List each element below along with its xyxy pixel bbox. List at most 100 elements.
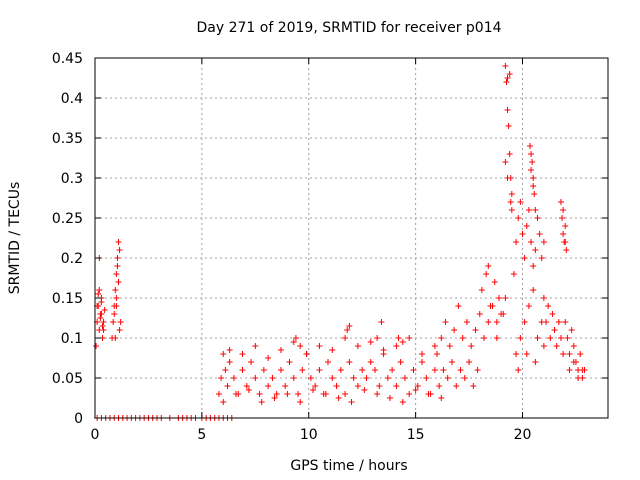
data-point xyxy=(243,383,250,389)
data-point xyxy=(116,327,123,333)
data-point xyxy=(100,327,107,333)
data-point xyxy=(431,367,438,373)
data-point xyxy=(367,339,374,345)
data-point xyxy=(292,335,299,341)
y-tick-label: 0.4 xyxy=(61,91,83,107)
data-point xyxy=(547,335,554,341)
data-point xyxy=(503,79,510,85)
data-point xyxy=(389,367,396,373)
data-point xyxy=(438,395,445,401)
data-point xyxy=(444,375,451,381)
data-point xyxy=(453,383,460,389)
data-point xyxy=(529,159,536,165)
data-point xyxy=(461,375,468,381)
data-point xyxy=(531,191,538,197)
data-point xyxy=(286,359,293,365)
data-point xyxy=(459,335,466,341)
data-point xyxy=(239,351,246,357)
data-point xyxy=(502,295,509,301)
data-point xyxy=(114,263,121,269)
data-point xyxy=(525,207,532,213)
data-point xyxy=(233,391,240,397)
data-point xyxy=(519,231,526,237)
data-point xyxy=(530,263,537,269)
data-point xyxy=(530,175,537,181)
data-point xyxy=(472,327,479,333)
data-point xyxy=(563,247,570,253)
data-point xyxy=(562,223,569,229)
data-point xyxy=(562,239,569,245)
data-point xyxy=(515,215,522,221)
data-point xyxy=(451,327,458,333)
data-point xyxy=(540,343,547,349)
data-point xyxy=(361,387,368,393)
data-points xyxy=(93,63,588,421)
chart-title: Day 271 of 2019, SRMTID for receiver p01… xyxy=(196,20,501,36)
data-point xyxy=(478,287,485,293)
data-point xyxy=(329,375,336,381)
data-point xyxy=(468,343,475,349)
y-tick-label: 0.1 xyxy=(61,331,83,347)
data-point xyxy=(549,311,556,317)
data-point xyxy=(575,375,582,381)
data-point xyxy=(517,199,524,205)
data-point xyxy=(442,319,449,325)
data-point xyxy=(215,391,222,397)
data-point xyxy=(412,387,419,393)
data-point xyxy=(329,347,336,353)
data-point xyxy=(113,303,120,309)
data-point xyxy=(116,247,123,253)
data-point xyxy=(515,367,522,373)
data-point xyxy=(560,231,567,237)
data-point xyxy=(406,391,413,397)
data-point xyxy=(570,343,577,349)
data-point xyxy=(346,323,353,329)
data-point xyxy=(346,359,353,365)
data-point xyxy=(534,335,541,341)
data-point xyxy=(322,391,329,397)
x-tick-label: 15 xyxy=(407,427,425,443)
data-point xyxy=(493,319,500,325)
data-point xyxy=(579,367,586,373)
data-point xyxy=(374,335,381,341)
data-point xyxy=(284,391,291,397)
data-point xyxy=(555,319,562,325)
data-point xyxy=(297,343,304,349)
data-point xyxy=(222,367,229,373)
data-point xyxy=(504,107,511,113)
data-point xyxy=(273,391,280,397)
data-point xyxy=(386,395,393,401)
data-point xyxy=(425,391,432,397)
data-point xyxy=(506,71,513,77)
data-point xyxy=(543,319,550,325)
data-point xyxy=(378,319,385,325)
data-point xyxy=(508,191,515,197)
data-point xyxy=(455,303,462,309)
y-tick-label: 0.3 xyxy=(61,171,83,187)
y-tick-label: 0.45 xyxy=(52,51,83,67)
data-point xyxy=(566,367,573,373)
data-point xyxy=(282,383,289,389)
data-point xyxy=(239,367,246,373)
data-point xyxy=(551,327,558,333)
data-point xyxy=(540,295,547,301)
data-point xyxy=(553,343,560,349)
data-point xyxy=(395,335,402,341)
data-point xyxy=(256,391,263,397)
data-point xyxy=(419,359,426,365)
data-point xyxy=(218,375,225,381)
data-point xyxy=(530,287,537,293)
data-point xyxy=(112,287,119,293)
data-point xyxy=(414,383,421,389)
data-point xyxy=(487,303,494,309)
data-point xyxy=(245,387,252,393)
grid-lines xyxy=(95,58,608,418)
data-point xyxy=(566,351,573,357)
data-point xyxy=(560,207,567,213)
data-point xyxy=(560,351,567,357)
data-point xyxy=(344,327,351,333)
x-tick-label: 20 xyxy=(514,427,532,443)
data-point xyxy=(230,375,237,381)
data-point xyxy=(350,375,357,381)
